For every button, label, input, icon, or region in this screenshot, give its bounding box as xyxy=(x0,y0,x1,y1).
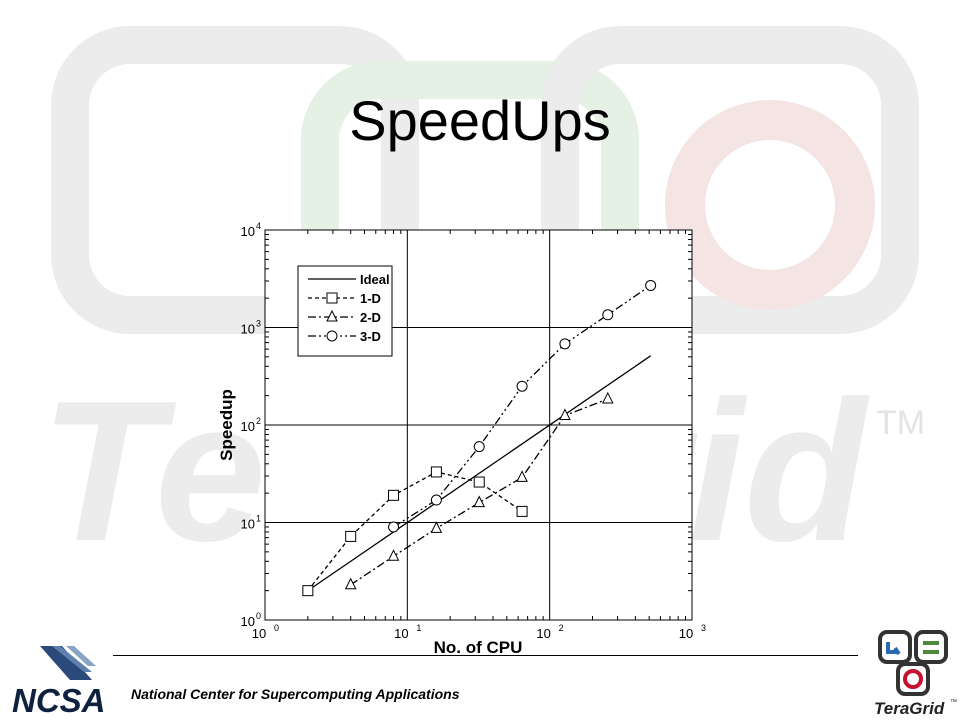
legend-marker-3-d xyxy=(326,330,338,342)
x-tick-exponent: 3 xyxy=(701,623,706,633)
x-tick-exponent: 2 xyxy=(559,623,564,633)
axis-ticks: 10 0 10 1 10 2 10 310 010 110 210 310 4 xyxy=(241,221,706,641)
series-line-ideal xyxy=(307,355,651,592)
legend-marker-1-d xyxy=(326,292,338,304)
ncsa-logo: NCSA xyxy=(12,646,106,719)
data-point-1-d xyxy=(473,476,485,488)
y-tick-label: 10 xyxy=(241,614,255,629)
y-tick-exponent: 2 xyxy=(256,416,261,426)
data-point-3-d xyxy=(559,338,571,350)
data-point-2-d xyxy=(473,495,486,508)
legend-label-3-d: 3-D xyxy=(360,329,381,344)
y-axis-label: Speedup xyxy=(217,389,236,461)
watermark-g-icon xyxy=(665,100,875,310)
data-point-2-d xyxy=(387,549,400,561)
teragrid-tile-2 xyxy=(914,630,948,664)
footer-text: National Center for Supercomputing Appli… xyxy=(131,686,460,702)
y-tick-exponent: 0 xyxy=(256,611,261,621)
data-point-3-d xyxy=(473,441,485,453)
data-point-3-d xyxy=(602,309,614,321)
y-tick-label: 10 xyxy=(241,224,255,239)
data-point-1-d xyxy=(516,505,528,517)
data-point-3-d xyxy=(430,494,442,506)
data-point-1-d xyxy=(430,466,442,478)
ncsa-logo-text: NCSA xyxy=(12,682,106,719)
x-tick-label: 10 xyxy=(394,626,408,641)
data-point-2-d xyxy=(344,577,357,590)
legend: Ideal 1-D 2-D 3-D xyxy=(297,265,393,357)
data-point-2-d xyxy=(601,391,614,404)
x-axis-label: No. of CPU xyxy=(434,638,523,657)
teragrid-logo-trademark: ™ xyxy=(950,699,957,706)
y-tick-label: 10 xyxy=(241,322,255,337)
x-tick-exponent: 0 xyxy=(274,623,279,633)
series-line-1-d xyxy=(307,471,523,592)
data-point-2-d xyxy=(559,408,571,421)
data-point-1-d xyxy=(302,585,314,597)
legend-box xyxy=(297,265,393,357)
data-point-2-d xyxy=(516,470,528,482)
teragrid-logo: TeraGrid ™ xyxy=(874,630,957,718)
watermark-frame-left xyxy=(51,26,419,334)
data-point-3-d xyxy=(645,279,657,291)
y-tick-label: 10 xyxy=(241,419,255,434)
slide-title: SpeedUps xyxy=(349,89,611,152)
y-tick-exponent: 4 xyxy=(256,221,261,231)
data-point-3-d xyxy=(388,521,400,533)
footer-divider xyxy=(113,655,858,656)
data-point-1-d xyxy=(345,530,357,542)
y-tick-exponent: 1 xyxy=(256,514,261,524)
legend-label-ideal: Ideal xyxy=(360,272,390,287)
y-tick-label: 10 xyxy=(241,517,255,532)
x-tick-label: 10 xyxy=(252,626,266,641)
watermark-trademark: TM xyxy=(876,404,925,442)
watermark-frame-right xyxy=(541,26,919,334)
y-tick-exponent: 3 xyxy=(256,319,261,329)
legend-marker-2-d xyxy=(326,309,338,322)
data-point-1-d xyxy=(388,489,400,501)
data-point-3-d xyxy=(516,380,528,392)
series-markers xyxy=(302,279,657,597)
legend-label-2-d: 2-D xyxy=(360,310,381,325)
grid-lines xyxy=(265,230,692,620)
teragrid-logo-text: TeraGrid xyxy=(874,699,945,718)
data-point-2-d xyxy=(430,521,443,533)
legend-label-1-d: 1-D xyxy=(360,291,381,306)
x-tick-label: 10 xyxy=(536,626,550,641)
teragrid-tile-1 xyxy=(878,630,912,664)
speedup-chart: 10 0 10 1 10 2 10 310 010 110 210 310 4 No. of CPU S… xyxy=(217,221,706,657)
x-tick-label: 10 xyxy=(679,626,693,641)
teragrid-tile-3 xyxy=(896,662,930,696)
x-tick-exponent: 1 xyxy=(416,623,421,633)
